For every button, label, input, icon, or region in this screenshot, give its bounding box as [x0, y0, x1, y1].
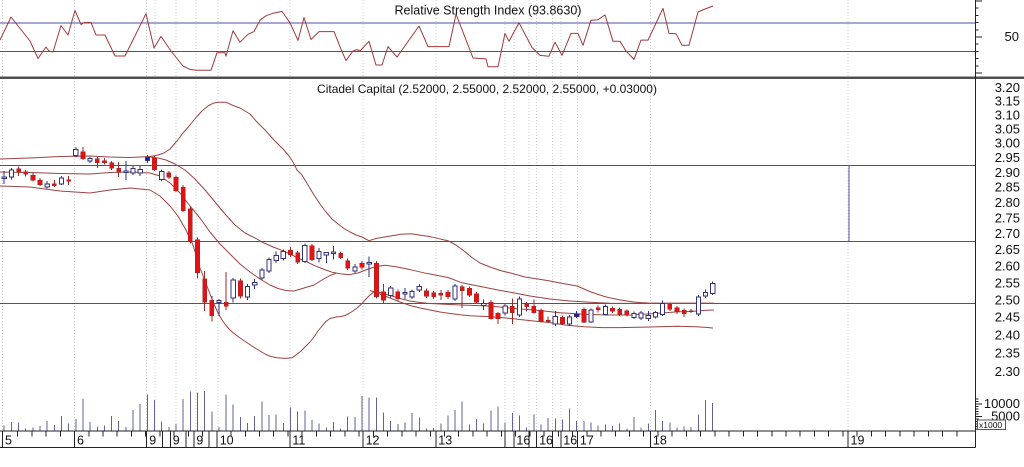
svg-text:18: 18 [653, 433, 667, 447]
svg-text:2.55: 2.55 [995, 275, 1020, 290]
svg-text:3.20: 3.20 [995, 80, 1020, 95]
svg-text:Relative Strength Index (93.86: Relative Strength Index (93.8630) [395, 4, 582, 18]
svg-text:2.75: 2.75 [995, 210, 1020, 225]
svg-text:2.30: 2.30 [995, 364, 1020, 379]
svg-text:2.35: 2.35 [995, 346, 1020, 361]
svg-text:17: 17 [580, 433, 594, 447]
svg-text:2.90: 2.90 [995, 165, 1020, 180]
svg-text:11: 11 [292, 433, 305, 447]
svg-text:2.60: 2.60 [995, 259, 1020, 274]
svg-text:12: 12 [366, 433, 380, 447]
svg-text:16: 16 [539, 433, 553, 447]
svg-text:9: 9 [196, 433, 203, 447]
svg-text:5: 5 [5, 433, 12, 447]
svg-text:x1000: x1000 [979, 420, 1002, 430]
svg-text:16: 16 [516, 433, 530, 447]
svg-text:10000: 10000 [984, 396, 1020, 411]
svg-text:6: 6 [77, 433, 84, 447]
svg-text:3.10: 3.10 [995, 108, 1020, 123]
svg-text:Citadel Capital (2.52000, 2.55: Citadel Capital (2.52000, 2.55000, 2.520… [317, 82, 657, 96]
svg-text:50: 50 [1005, 29, 1019, 44]
svg-text:2.95: 2.95 [995, 150, 1020, 165]
svg-text:13: 13 [438, 433, 452, 447]
svg-text:2.65: 2.65 [995, 242, 1020, 257]
svg-text:10: 10 [220, 433, 234, 447]
svg-text:3.05: 3.05 [995, 122, 1020, 137]
svg-text:9: 9 [173, 433, 180, 447]
svg-text:2.45: 2.45 [995, 310, 1020, 325]
svg-text:2.80: 2.80 [995, 195, 1020, 210]
svg-text:9: 9 [149, 433, 156, 447]
svg-text:19: 19 [851, 433, 865, 447]
svg-text:2.40: 2.40 [995, 327, 1020, 342]
svg-text:2.50: 2.50 [995, 292, 1020, 307]
svg-text:3.00: 3.00 [995, 136, 1020, 151]
svg-text:2.70: 2.70 [995, 226, 1020, 241]
svg-text:16: 16 [563, 433, 577, 447]
svg-text:3.15: 3.15 [995, 94, 1020, 109]
svg-text:2.85: 2.85 [995, 180, 1020, 195]
